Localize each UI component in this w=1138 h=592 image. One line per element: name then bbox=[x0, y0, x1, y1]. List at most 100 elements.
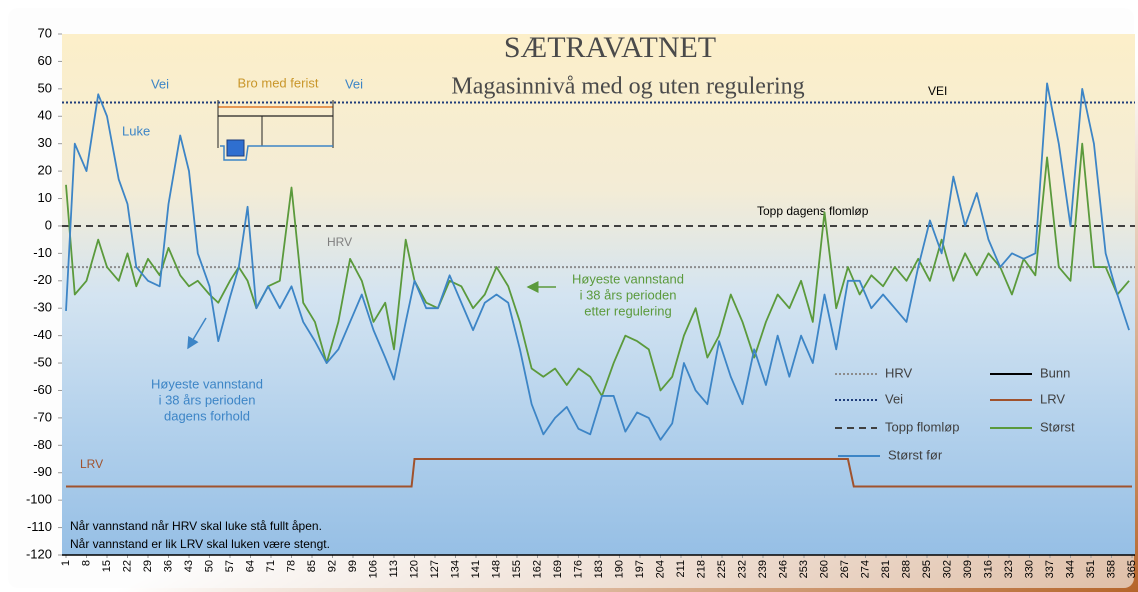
x-tick-label: 85 bbox=[306, 560, 318, 572]
x-tick-label: 169 bbox=[552, 560, 564, 578]
legend-label: Topp flomløp bbox=[885, 419, 959, 434]
annotation: Topp dagens flomløp bbox=[757, 204, 869, 218]
x-tick-label: 288 bbox=[900, 560, 912, 578]
y-tick-label: 10 bbox=[38, 190, 52, 205]
x-tick-label: 64 bbox=[244, 560, 256, 572]
x-tick-label: 260 bbox=[818, 560, 830, 578]
x-tick-label: 15 bbox=[101, 560, 113, 572]
x-tick-label: 239 bbox=[757, 560, 769, 578]
x-tick-label: 225 bbox=[716, 560, 728, 578]
x-tick-label: 204 bbox=[654, 560, 666, 578]
x-tick-label: 148 bbox=[490, 560, 502, 578]
legend-label: LRV bbox=[1040, 391, 1065, 406]
x-tick-label: 344 bbox=[1064, 560, 1076, 578]
x-tick-label: 365 bbox=[1126, 560, 1138, 578]
x-tick-label: 120 bbox=[408, 560, 420, 578]
legend-label: Vei bbox=[885, 391, 903, 406]
legend-label: Størst før bbox=[888, 447, 943, 462]
x-tick-label: 43 bbox=[183, 560, 195, 572]
y-tick-label: -10 bbox=[33, 245, 52, 260]
x-tick-label: 274 bbox=[859, 560, 871, 578]
chart: SÆTRAVATNET Magasinnivå med og uten regu… bbox=[0, 0, 1138, 592]
annotation: Vei bbox=[345, 76, 363, 91]
y-tick-label: -20 bbox=[33, 272, 52, 287]
chart-title: SÆTRAVATNET bbox=[504, 31, 716, 64]
annotation: LRV bbox=[80, 457, 103, 471]
y-tick-label: -80 bbox=[33, 437, 52, 452]
x-tick-label: 1 bbox=[60, 560, 72, 566]
y-tick-label: -120 bbox=[26, 546, 52, 561]
y-tick-label: -110 bbox=[27, 519, 52, 534]
y-tick-label: -90 bbox=[33, 464, 52, 479]
x-tick-label: 246 bbox=[777, 560, 789, 578]
x-tick-label: 134 bbox=[449, 560, 461, 578]
annotation: etter regulering bbox=[584, 303, 671, 318]
x-tick-label: 113 bbox=[388, 560, 400, 578]
x-tick-label: 36 bbox=[162, 560, 174, 572]
x-tick-label: 330 bbox=[1023, 560, 1035, 578]
x-tick-label: 8 bbox=[80, 560, 92, 566]
x-tick-label: 141 bbox=[470, 560, 482, 578]
y-tick-label: 0 bbox=[45, 217, 52, 232]
x-tick-label: 218 bbox=[695, 560, 707, 578]
x-tick-label: 71 bbox=[265, 560, 277, 572]
y-tick-label: 20 bbox=[38, 163, 52, 178]
x-tick-label: 99 bbox=[347, 560, 359, 572]
annotation: HRV bbox=[327, 235, 352, 249]
x-tick-label: 190 bbox=[613, 560, 625, 578]
annotation: dagens forhold bbox=[164, 408, 250, 423]
x-tick-label: 50 bbox=[203, 560, 215, 572]
x-tick-label: 211 bbox=[675, 560, 687, 578]
x-tick-label: 253 bbox=[798, 560, 810, 578]
annotation: Vei bbox=[151, 76, 169, 91]
x-tick-label: 106 bbox=[367, 560, 379, 578]
annotation: Høyeste vannstand bbox=[572, 271, 684, 286]
note: Når vannstand når HRV skal luke stå full… bbox=[70, 519, 322, 533]
x-tick-label: 78 bbox=[285, 560, 297, 572]
x-tick-label: 155 bbox=[511, 560, 523, 578]
x-tick-label: 337 bbox=[1044, 560, 1056, 578]
page: SÆTRAVATNET Magasinnivå med og uten regu… bbox=[0, 0, 1138, 592]
x-tick-label: 22 bbox=[121, 560, 133, 572]
x-tick-label: 127 bbox=[429, 560, 441, 578]
note: Når vannstand er lik LRV skal luken være… bbox=[70, 537, 330, 551]
annotation: Høyeste vannstand bbox=[151, 376, 263, 391]
x-tick-label: 316 bbox=[982, 560, 994, 578]
x-tick-label: 295 bbox=[921, 560, 933, 578]
annotation: VEI bbox=[928, 84, 947, 98]
y-tick-label: -70 bbox=[33, 409, 52, 424]
y-tick-label: -100 bbox=[26, 492, 52, 507]
annotation: i 38 års perioden bbox=[159, 392, 256, 407]
x-tick-label: 57 bbox=[224, 560, 236, 572]
x-tick-label: 323 bbox=[1003, 560, 1015, 578]
legend-label: Bunn bbox=[1040, 365, 1070, 380]
y-tick-label: 50 bbox=[38, 80, 52, 95]
y-tick-label: 30 bbox=[38, 135, 52, 150]
y-tick-label: -40 bbox=[33, 327, 52, 342]
x-tick-label: 197 bbox=[634, 560, 646, 578]
y-tick-label: -60 bbox=[33, 382, 52, 397]
legend-label: HRV bbox=[885, 365, 913, 380]
x-tick-label: 162 bbox=[531, 560, 543, 578]
x-tick-label: 358 bbox=[1105, 560, 1117, 578]
annotation: Luke bbox=[122, 123, 150, 138]
y-tick-label: 60 bbox=[38, 53, 52, 68]
y-tick-label: -50 bbox=[33, 354, 52, 369]
x-tick-label: 267 bbox=[839, 560, 851, 578]
y-tick-label: 40 bbox=[38, 108, 52, 123]
x-tick-label: 281 bbox=[880, 560, 892, 578]
annotation: Bro med ferist bbox=[238, 75, 319, 90]
x-tick-label: 351 bbox=[1085, 560, 1097, 578]
annotation: i 38 års perioden bbox=[580, 287, 677, 302]
x-tick-label: 92 bbox=[326, 560, 338, 572]
x-tick-label: 232 bbox=[736, 560, 748, 578]
y-tick-label: -30 bbox=[33, 300, 52, 315]
x-tick-label: 29 bbox=[142, 560, 154, 572]
x-tick-label: 302 bbox=[941, 560, 953, 578]
x-tick-label: 309 bbox=[962, 560, 974, 578]
x-tick-label: 176 bbox=[572, 560, 584, 578]
chart-subtitle: Magasinnivå med og uten regulering bbox=[451, 74, 804, 100]
y-tick-label: 70 bbox=[38, 25, 52, 40]
legend-label: Størst bbox=[1040, 419, 1075, 434]
x-tick-label: 183 bbox=[593, 560, 605, 578]
